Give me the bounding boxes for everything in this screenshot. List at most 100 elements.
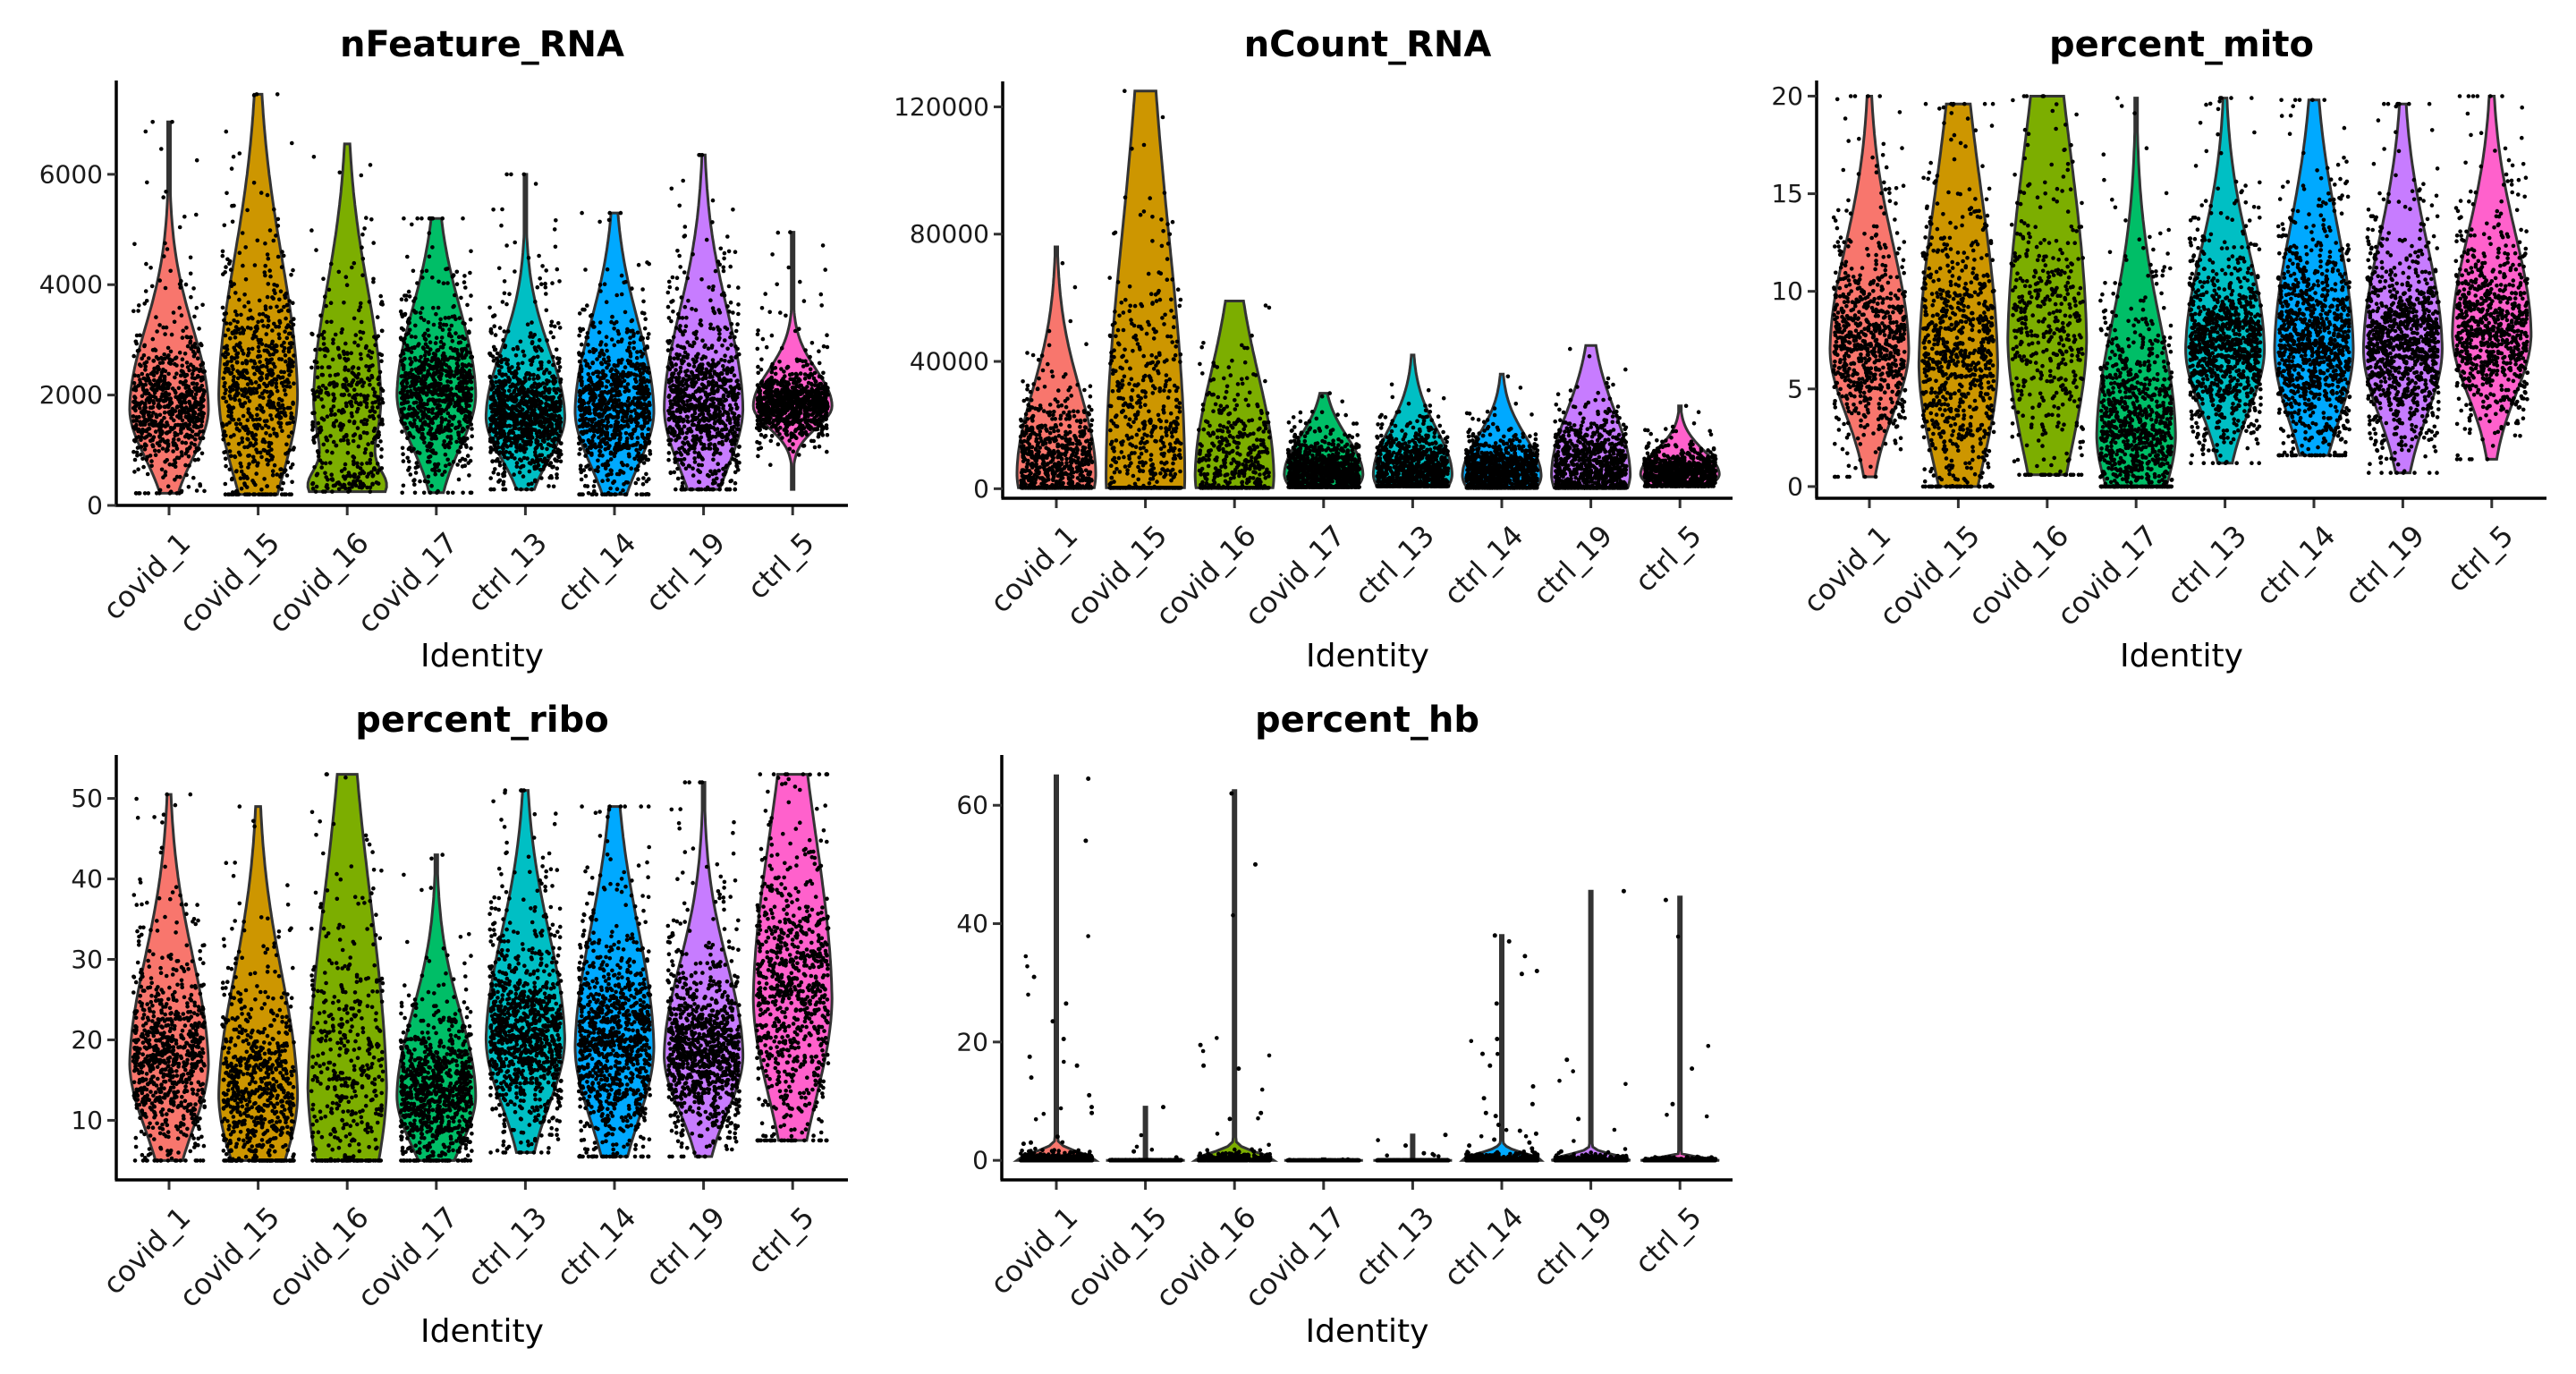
data-point: [587, 405, 591, 410]
data-point: [605, 430, 610, 436]
data-point: [239, 312, 243, 318]
data-point: [270, 472, 275, 478]
data-point: [377, 352, 382, 357]
data-point: [620, 418, 625, 423]
data-point: [497, 399, 503, 404]
data-point: [446, 402, 451, 407]
data-point: [612, 363, 616, 368]
data-point: [330, 450, 335, 455]
data-point: [586, 491, 591, 496]
data-point: [465, 454, 470, 458]
data-point: [166, 371, 171, 377]
data-point: [263, 304, 268, 309]
data-point: [339, 393, 344, 397]
data-point: [291, 267, 295, 273]
data-point: [321, 335, 326, 341]
data-point: [328, 301, 334, 306]
data-point: [165, 247, 170, 251]
data-point: [558, 459, 564, 464]
data-point: [242, 445, 247, 450]
data-point: [255, 365, 259, 370]
data-point: [625, 382, 631, 386]
data-point: [494, 440, 499, 445]
data-point: [222, 450, 226, 455]
data-point: [131, 309, 136, 314]
data-point: [494, 401, 498, 405]
data-point: [333, 332, 338, 337]
data-point: [588, 411, 592, 416]
data-point: [316, 334, 321, 338]
data-point: [628, 372, 632, 377]
data-point: [497, 425, 503, 430]
data-point: [615, 339, 621, 344]
data-point: [540, 459, 546, 464]
data-point: [370, 363, 375, 368]
data-point: [266, 315, 271, 319]
data-point: [380, 328, 385, 334]
data-point: [430, 216, 436, 221]
data-point: [544, 268, 548, 273]
data-point: [418, 479, 422, 484]
data-point: [577, 452, 581, 456]
data-point: [545, 446, 549, 452]
data-point: [149, 463, 154, 469]
data-point: [519, 420, 523, 425]
data-point: [137, 414, 141, 420]
data-point: [643, 317, 648, 322]
data-point: [501, 446, 505, 452]
data-point: [265, 419, 269, 423]
data-point: [254, 92, 259, 97]
data-point: [198, 436, 202, 441]
data-point: [555, 424, 560, 429]
data-point: [316, 450, 321, 455]
data-point: [401, 459, 406, 463]
data-point: [235, 492, 240, 496]
data-point: [609, 394, 614, 400]
data-point: [427, 254, 432, 259]
data-point: [644, 415, 648, 420]
data-point: [282, 388, 287, 393]
data-point: [314, 484, 319, 489]
data-point: [277, 416, 283, 420]
data-point: [149, 284, 155, 289]
data-point: [413, 323, 418, 328]
data-point: [163, 459, 167, 464]
data-point: [376, 377, 381, 382]
data-point: [137, 303, 141, 308]
data-point: [413, 358, 419, 362]
data-point: [134, 450, 140, 455]
data-point: [358, 466, 363, 471]
data-point: [181, 426, 186, 430]
data-point: [508, 411, 513, 416]
data-point: [197, 327, 201, 331]
data-point: [163, 470, 168, 474]
data-point: [635, 436, 640, 440]
data-point: [430, 407, 436, 411]
data-point: [513, 269, 517, 274]
data-point: [314, 360, 319, 365]
data-point: [263, 423, 268, 428]
data-point: [436, 468, 442, 473]
data-point: [524, 412, 530, 417]
data-point: [589, 445, 593, 451]
data-point: [281, 253, 286, 259]
data-point: [441, 389, 445, 394]
data-point: [223, 456, 228, 462]
data-point: [251, 181, 257, 185]
data-point: [541, 429, 546, 435]
data-point: [470, 354, 474, 360]
data-point: [440, 399, 445, 403]
data-point: [177, 305, 182, 310]
data-point: [245, 418, 250, 423]
data-point: [344, 434, 349, 438]
data-point: [407, 404, 412, 410]
data-point: [579, 477, 584, 482]
data-point: [225, 191, 229, 196]
data-point: [275, 224, 281, 228]
data-point: [140, 394, 145, 399]
data-point: [436, 398, 442, 403]
data-point: [170, 386, 175, 391]
data-point: [530, 384, 535, 388]
data-point: [520, 360, 525, 366]
data-point: [336, 269, 342, 275]
